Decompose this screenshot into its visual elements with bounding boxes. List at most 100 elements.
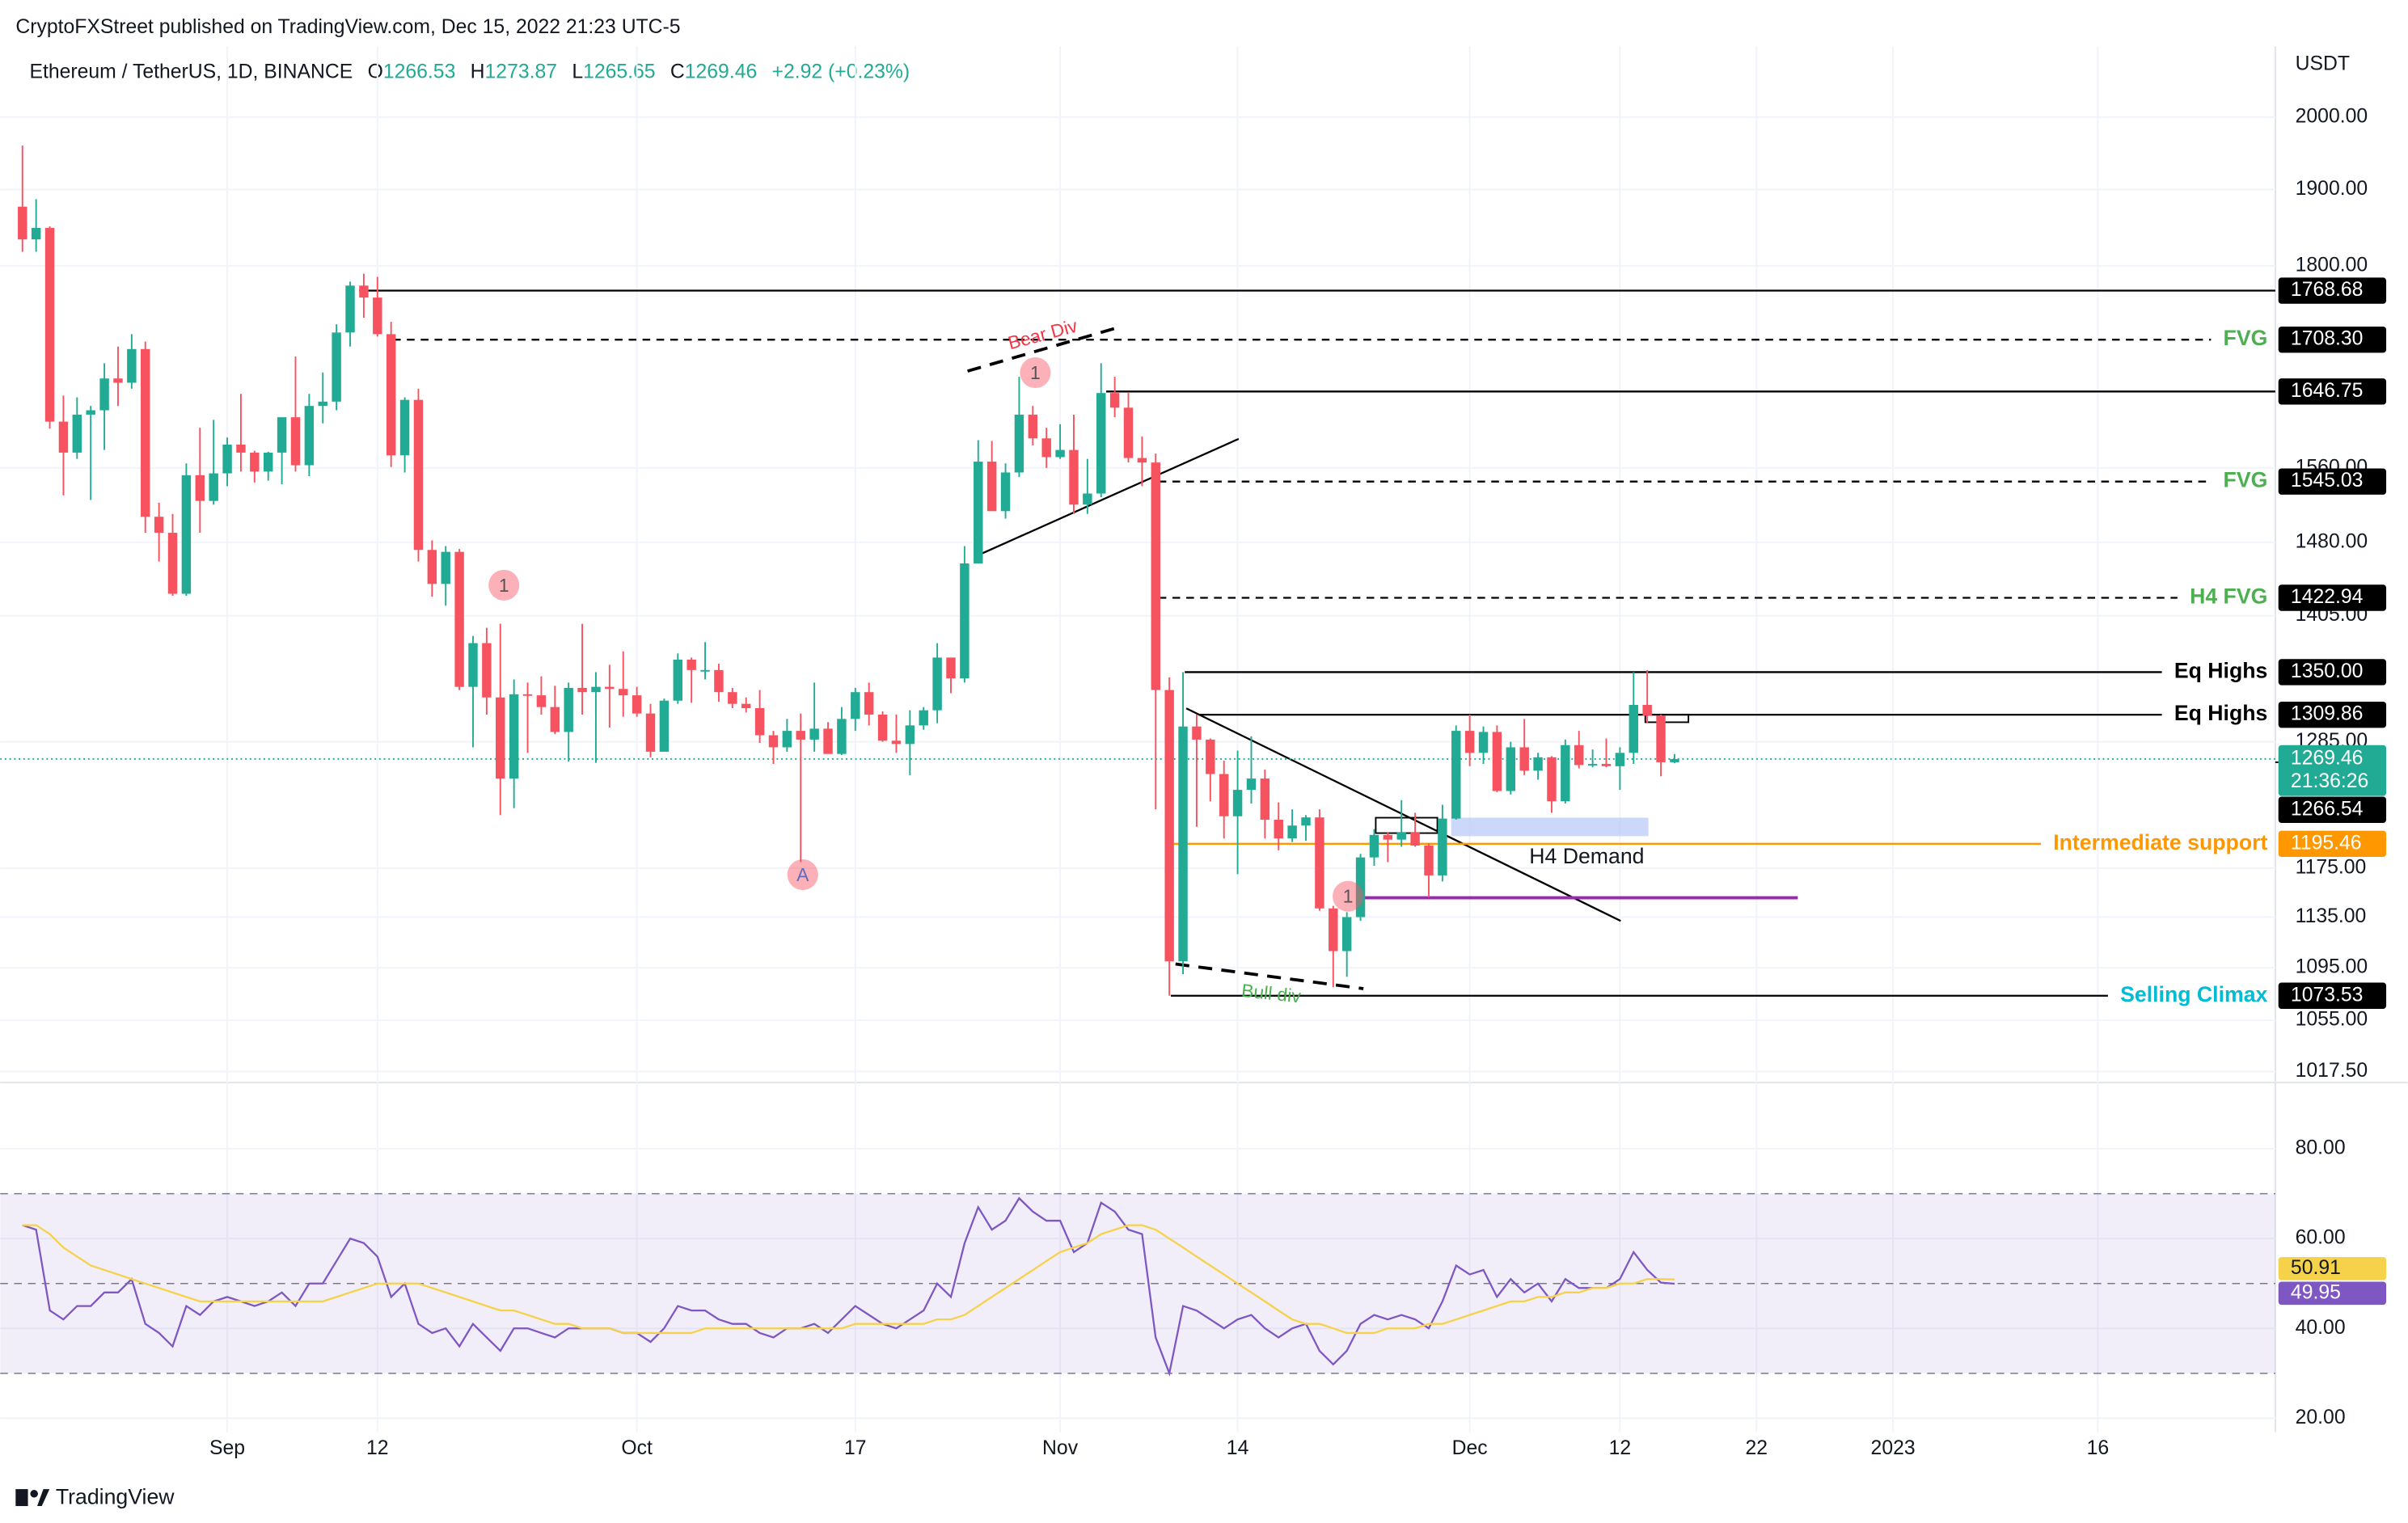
x-tick-label: 17 <box>844 1437 867 1459</box>
x-tick-label: 14 <box>1227 1437 1249 1459</box>
ohlc-key: C <box>670 61 685 82</box>
candle-body <box>496 697 505 779</box>
marker-label: A <box>796 864 809 885</box>
candle-body <box>796 731 805 740</box>
candle-body <box>1396 832 1406 840</box>
demand-zone <box>1451 817 1649 837</box>
candle-body <box>728 692 737 704</box>
candle-body <box>44 227 55 422</box>
candle-body <box>58 421 69 453</box>
candle-body <box>181 475 192 594</box>
x-tick-label: 22 <box>1745 1437 1768 1459</box>
level-annotation: FVG <box>2224 468 2268 492</box>
candle-body <box>645 713 656 752</box>
divergence-line <box>967 325 1122 373</box>
level-label-box <box>2278 468 2387 495</box>
candle-body <box>1192 726 1202 740</box>
change: +2.92 (+0.23%) <box>772 61 910 82</box>
candle-body <box>823 728 833 754</box>
candle-body <box>454 551 464 687</box>
candle-body <box>782 731 792 748</box>
publisher: CryptoFXStreet published on TradingView.… <box>15 16 680 38</box>
candle-body <box>304 406 315 466</box>
candle-body <box>1246 778 1257 791</box>
candle-body <box>1014 414 1024 473</box>
last-value-label: 50.91 <box>2291 1257 2341 1279</box>
ohlc-value: 1266.53 <box>383 61 455 82</box>
candle-body <box>851 692 860 719</box>
level-annotation: Selling Climax <box>2120 982 2267 1006</box>
candle-body <box>373 297 382 335</box>
candle-body <box>932 657 942 711</box>
candle-body <box>1028 414 1038 439</box>
candle-body <box>577 687 587 693</box>
candle-body <box>209 473 218 501</box>
y-tick-label: 20.00 <box>2296 1407 2346 1428</box>
y-tick-label: 1135.00 <box>2296 905 2367 927</box>
candle-body <box>1438 818 1447 875</box>
candle-body <box>1206 739 1215 774</box>
x-tick-label: 12 <box>1609 1437 1632 1459</box>
candle-body <box>686 659 696 670</box>
legend-line: Ethereum / TetherUS, 1D, BINANCE O1266.5… <box>29 61 910 82</box>
level-annotation: Eq Highs <box>2174 701 2268 725</box>
candle-body <box>974 462 983 563</box>
level-label: 1422.94 <box>2291 586 2364 608</box>
candle-body <box>1506 747 1516 791</box>
candle-body <box>1041 438 1051 458</box>
last-price-box <box>2278 745 2387 796</box>
candle-body <box>1123 407 1134 458</box>
candle-body <box>1232 790 1243 816</box>
ohlc-value: 1273.87 <box>485 61 557 82</box>
candle-body <box>659 700 670 752</box>
candle-body <box>1301 817 1311 826</box>
candle-body <box>1287 825 1297 839</box>
x-tick-label: Nov <box>1042 1437 1079 1459</box>
marker <box>488 569 520 601</box>
candle-body <box>1383 834 1393 840</box>
y-tick-label: 1480.00 <box>2296 530 2368 552</box>
candle-body <box>754 707 765 736</box>
level-label: 1309.86 <box>2291 703 2363 725</box>
candle-body <box>1055 449 1065 458</box>
x-tick-label: Oct <box>621 1437 653 1459</box>
candle-body <box>1369 834 1379 858</box>
candle-body <box>1629 705 1638 753</box>
candle-body <box>809 728 819 740</box>
candle-body <box>605 686 615 690</box>
last-value-label: 49.95 <box>2291 1281 2341 1303</box>
ohlc-key: O <box>368 61 383 82</box>
candle-body <box>1492 732 1502 791</box>
level-annotation: Intermediate support <box>2053 830 2267 854</box>
candle-body <box>550 707 560 732</box>
candle-body <box>1519 747 1529 771</box>
candle-body <box>741 703 751 708</box>
candle-body <box>1587 764 1598 766</box>
candle-body <box>619 689 628 696</box>
candle-body <box>236 444 246 453</box>
marker <box>1333 880 1364 912</box>
candle-body <box>1424 845 1434 875</box>
marker <box>787 859 818 891</box>
last-price-label: 1269.46 <box>2291 747 2363 769</box>
trendline <box>979 437 1240 555</box>
level-annotation: Eq Highs <box>2174 658 2268 682</box>
candle-body <box>673 659 682 701</box>
level-annotation: H4 FVG <box>2190 584 2267 609</box>
candle-body <box>1096 393 1106 494</box>
candle-body <box>1000 472 1011 512</box>
level-label-box <box>2278 796 2387 823</box>
logo-icon <box>36 1489 50 1507</box>
level-annotation: FVG <box>2224 326 2268 350</box>
level-label-box <box>2278 327 2387 353</box>
candle-body <box>960 563 970 679</box>
candle-body <box>1410 832 1420 846</box>
x-tick-label: 2023 <box>1871 1437 1916 1459</box>
level-label-box <box>2278 584 2387 611</box>
level-label-box <box>2278 378 2387 405</box>
candle-body <box>127 348 137 383</box>
marker <box>1020 356 1051 389</box>
last-value-label-box <box>2278 1281 2387 1306</box>
